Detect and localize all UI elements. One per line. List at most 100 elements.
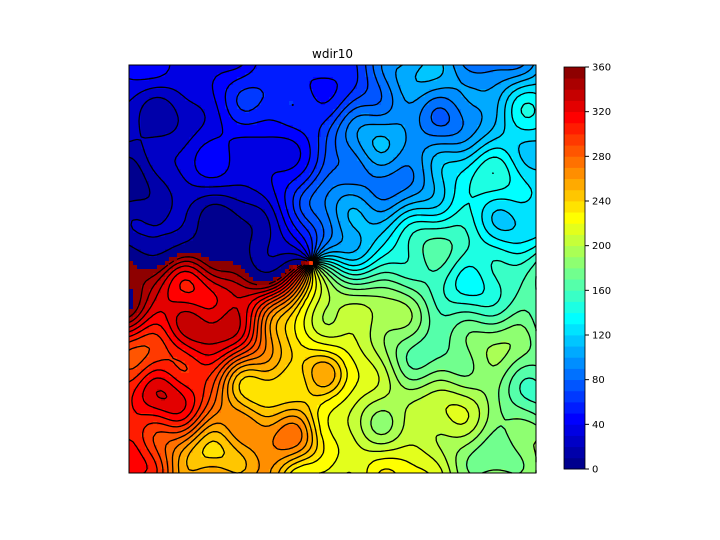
contour-cell <box>157 153 162 158</box>
contour-cell <box>233 149 238 154</box>
contour-cell <box>449 121 454 126</box>
contour-cell <box>309 241 314 246</box>
contour-cell <box>465 73 470 78</box>
contour-cell <box>249 89 254 94</box>
contour-cell <box>177 245 182 250</box>
contour-cell <box>509 229 514 234</box>
contour-cell <box>129 121 134 126</box>
contour-cell <box>345 233 350 238</box>
contour-cell <box>325 145 330 150</box>
contour-cell <box>173 245 178 250</box>
contour-cell <box>477 225 482 230</box>
contour-cell <box>377 157 382 162</box>
contour-cell <box>453 257 458 262</box>
contour-cell <box>129 65 134 70</box>
contour-cell <box>233 133 238 138</box>
contour-cell <box>301 157 306 162</box>
contour-cell <box>241 153 246 158</box>
contour-cell <box>521 217 526 222</box>
contour-cell <box>169 253 174 258</box>
contour-cell <box>413 253 418 258</box>
contour-cell <box>357 97 362 102</box>
contour-cell <box>437 189 442 194</box>
contour-cell <box>473 69 478 74</box>
contour-cell <box>149 69 154 74</box>
contour-cell <box>441 189 446 194</box>
contour-cell <box>289 233 294 238</box>
contour-cell <box>165 233 170 238</box>
contour-cell <box>221 89 226 94</box>
contour-cell <box>217 189 222 194</box>
contour-cell <box>177 129 182 134</box>
contour-cell <box>397 141 402 146</box>
contour-cell <box>145 149 150 154</box>
contour-cell <box>177 125 182 130</box>
contour-cell <box>505 221 510 226</box>
contour-cell <box>281 205 286 210</box>
contour-cell <box>265 141 270 146</box>
contour-cell <box>341 141 346 146</box>
contour-cell <box>201 153 206 158</box>
contour-cell <box>445 169 450 174</box>
contour-cell <box>157 189 162 194</box>
contour-cell <box>325 249 330 254</box>
contour-cell <box>365 229 370 234</box>
contour-cell <box>437 245 442 250</box>
contour-cell <box>365 105 370 110</box>
contour-cell <box>493 237 498 242</box>
contour-cell <box>345 85 350 90</box>
contour-cell <box>365 245 370 250</box>
contour-cell <box>405 213 410 218</box>
contour-cell <box>173 257 178 262</box>
contour-cell <box>197 205 202 210</box>
contour-cell <box>489 73 494 78</box>
contour-cell <box>453 241 458 246</box>
contour-cell <box>141 117 146 122</box>
contour-cell <box>337 73 342 78</box>
contour-cell <box>533 77 537 82</box>
contour-cell <box>425 253 430 258</box>
contour-cell <box>485 153 490 158</box>
contour-cell <box>325 105 330 110</box>
contour-cell <box>137 161 142 166</box>
contour-cell <box>257 149 262 154</box>
contour-cell <box>529 161 534 166</box>
contour-cell <box>493 253 498 258</box>
contour-cell <box>153 129 158 134</box>
contour-cell <box>517 217 522 222</box>
contour-cell <box>505 177 510 182</box>
contour-cell <box>253 233 258 238</box>
contour-cell <box>457 197 462 202</box>
contour-cell <box>413 137 418 142</box>
contour-cell <box>333 221 338 226</box>
contour-cell <box>445 229 450 234</box>
contour-cell <box>409 253 414 258</box>
contour-cell <box>517 117 522 122</box>
contour-cell <box>173 101 178 106</box>
contour-cell <box>173 113 178 118</box>
contour-cell <box>185 249 190 254</box>
contour-cell <box>273 229 278 234</box>
contour-cell <box>201 117 206 122</box>
contour-cell <box>381 245 386 250</box>
contour-cell <box>173 233 178 238</box>
contour-cell <box>453 89 458 94</box>
contour-cell <box>317 141 322 146</box>
contour-cell <box>509 189 514 194</box>
contour-cell <box>533 145 537 150</box>
contour-cell <box>469 245 474 250</box>
contour-cell <box>285 113 290 118</box>
contour-cell <box>149 189 154 194</box>
contour-cell <box>405 137 410 142</box>
contour-cell <box>301 253 306 258</box>
contour-cell <box>401 241 406 246</box>
contour-cell <box>357 189 362 194</box>
contour-cell <box>129 245 134 250</box>
contour-cell <box>189 173 194 178</box>
contour-cell <box>505 145 510 150</box>
contour-cell <box>473 65 478 70</box>
contour-cell <box>533 137 537 142</box>
contour-cell <box>425 113 430 118</box>
contour-cell <box>489 149 494 154</box>
contour-cell <box>441 97 446 102</box>
